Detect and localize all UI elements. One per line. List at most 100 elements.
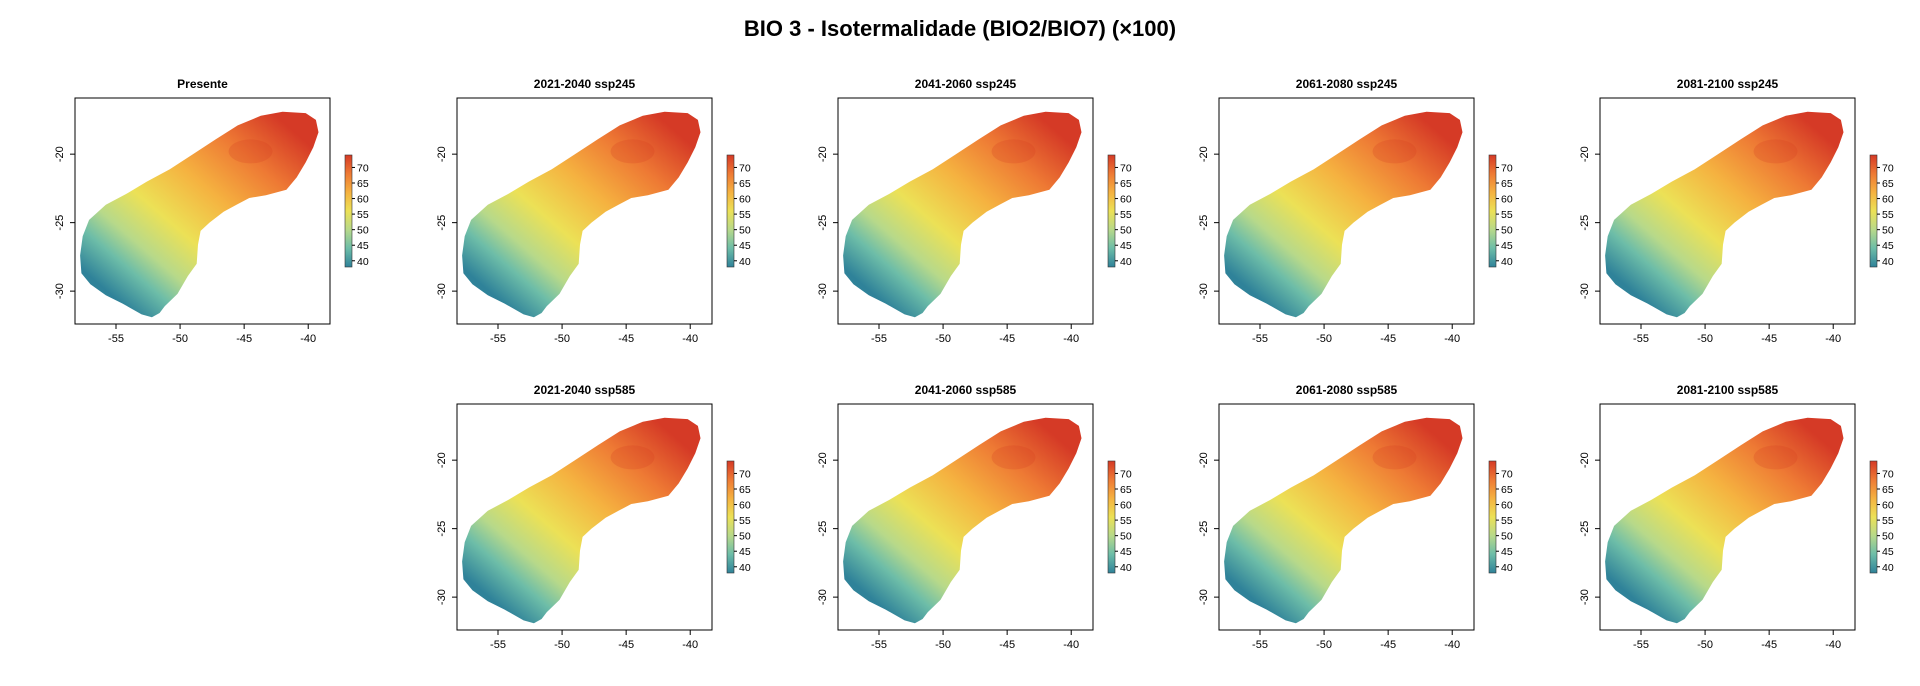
raster-hotspot (1753, 445, 1798, 470)
y-tick-label: -30 (817, 283, 829, 299)
x-tick-label: -50 (935, 333, 951, 345)
x-tick-label: -50 (935, 639, 951, 651)
raster-region (462, 111, 701, 318)
legend-tick-label: 40 (1120, 562, 1132, 574)
raster-hotspot (991, 139, 1036, 164)
map-panel-2061-2080-ssp245: 2061-2080 ssp245 -55 -50 -45 -40 -20 -25 -30 70… (1144, 70, 1513, 360)
map-panel-2021-2040-ssp245: 2021-2040 ssp245 -55 -50 -45 -40 -20 -25 -30 70… (382, 70, 751, 360)
figure-title: BIO 3 - Isotermalidade (BIO2/BIO7) (×100… (743, 16, 1177, 41)
plot-frame (456, 97, 713, 325)
x-tick-label: -40 (1444, 333, 1460, 345)
y-tick-label: -20 (436, 146, 448, 162)
x-tick-label: -40 (1444, 639, 1460, 651)
x-tick-label: -45 (1380, 639, 1396, 651)
map-panel-presente: Presente -55 -50 -45 -40 -20 -25 -30 70 65 60 55 50… (0, 70, 369, 360)
legend-tick-label: 40 (739, 256, 751, 268)
map-plot: -55 -50 -45 -40 -20 -25 -30 70 65 60 55 50 45 40 (54, 97, 369, 345)
legend-tick-label: 65 (1501, 484, 1513, 496)
legend-tick-label: 60 (1120, 194, 1132, 206)
legend-tick-label: 40 (1882, 256, 1894, 268)
legend-colorbar (1869, 460, 1878, 574)
raster-region (1605, 111, 1844, 318)
legend-colorbar (1869, 154, 1878, 268)
legend-tick-label: 65 (739, 484, 751, 496)
legend-tick-label: 70 (739, 162, 751, 174)
legend-tick-label: 45 (739, 240, 751, 252)
map-panel-2021-2040-ssp585: 2021-2040 ssp585 -55 -50 -45 -40 -20 -25 -30 70… (382, 376, 751, 666)
x-tick-label: -40 (1063, 639, 1079, 651)
y-tick-label: -25 (54, 215, 66, 231)
legend-tick-label: 50 (1882, 531, 1894, 543)
map-panel-2041-2060-ssp245: 2041-2060 ssp245 -55 -50 -45 -40 -20 -25 -30 70… (763, 70, 1132, 360)
plot-frame (1599, 97, 1856, 325)
x-tick-label: -55 (490, 333, 506, 345)
x-tick-label: -55 (1252, 639, 1268, 651)
x-tick-label: -45 (1380, 333, 1396, 345)
y-tick-label: -25 (1198, 215, 1210, 231)
legend-tick-label: 70 (1120, 468, 1132, 480)
legend-tick-label: 50 (357, 225, 369, 237)
raster-hotspot (1372, 139, 1417, 164)
y-tick-label: -20 (817, 146, 829, 162)
x-tick-label: -45 (999, 333, 1015, 345)
x-tick-label: -40 (682, 333, 698, 345)
legend-tick-label: 60 (739, 500, 751, 512)
panel-title: 2061-2080 ssp585 (1295, 383, 1398, 397)
map-plot: -55 -50 -45 -40 -20 -25 -30 70 65 60 55 50 45 40 (1198, 97, 1513, 345)
y-tick-label: -30 (54, 283, 66, 299)
legend-tick-label: 55 (357, 209, 369, 221)
legend-tick-label: 45 (739, 546, 751, 558)
raster-hotspot (1753, 139, 1798, 164)
y-tick-label: -20 (1579, 146, 1591, 162)
x-tick-label: -55 (1633, 639, 1649, 651)
y-tick-label: -25 (436, 521, 448, 537)
legend-tick-label: 55 (1882, 515, 1894, 527)
legend-colorbar (1107, 154, 1116, 268)
legend-tick-label: 50 (739, 531, 751, 543)
raster-region (843, 111, 1082, 318)
y-tick-label: -30 (1198, 283, 1210, 299)
legend-tick-label: 70 (1501, 162, 1513, 174)
legend-tick-label: 45 (1501, 240, 1513, 252)
x-tick-label: -55 (871, 639, 887, 651)
y-tick-label: -30 (1198, 589, 1210, 605)
y-tick-label: -20 (1198, 146, 1210, 162)
legend-tick-label: 45 (1120, 240, 1132, 252)
legend-tick-label: 65 (1120, 178, 1132, 190)
legend-tick-label: 60 (1882, 500, 1894, 512)
legend-colorbar (1107, 460, 1116, 574)
x-tick-label: -50 (1316, 639, 1332, 651)
y-tick-label: -25 (817, 521, 829, 537)
legend-tick-label: 45 (1882, 240, 1894, 252)
panel-title: 2041-2060 ssp245 (914, 77, 1017, 91)
map-plot: -55 -50 -45 -40 -20 -25 -30 70 65 60 55 50 45 40 (817, 403, 1132, 651)
x-tick-label: -45 (1761, 639, 1777, 651)
y-tick-label: -20 (436, 452, 448, 468)
x-tick-label: -50 (1316, 333, 1332, 345)
legend-tick-label: 65 (357, 178, 369, 190)
legend-tick-label: 65 (1120, 484, 1132, 496)
raster-region (1224, 417, 1463, 624)
legend-tick-label: 55 (739, 515, 751, 527)
raster-hotspot (1372, 445, 1417, 470)
y-tick-label: -20 (1579, 452, 1591, 468)
x-tick-label: -55 (871, 333, 887, 345)
x-tick-label: -40 (1063, 333, 1079, 345)
raster-region (1224, 111, 1463, 318)
plot-frame (837, 403, 1094, 631)
panel-title: 2061-2080 ssp245 (1295, 77, 1398, 91)
legend-tick-label: 40 (1120, 256, 1132, 268)
y-tick-label: -25 (817, 215, 829, 231)
legend-tick-label: 50 (1501, 531, 1513, 543)
panel-title: Presente (177, 77, 228, 91)
legend-tick-label: 60 (739, 194, 751, 206)
x-tick-label: -40 (300, 333, 316, 345)
legend-tick-label: 40 (1501, 562, 1513, 574)
y-tick-label: -25 (1579, 215, 1591, 231)
x-tick-label: -55 (1252, 333, 1268, 345)
legend-tick-label: 45 (1120, 546, 1132, 558)
legend-tick-label: 55 (739, 209, 751, 221)
legend-tick-label: 55 (1501, 515, 1513, 527)
map-panel-2041-2060-ssp585: 2041-2060 ssp585 -55 -50 -45 -40 -20 -25 -30 70… (763, 376, 1132, 666)
legend-tick-label: 55 (1120, 515, 1132, 527)
